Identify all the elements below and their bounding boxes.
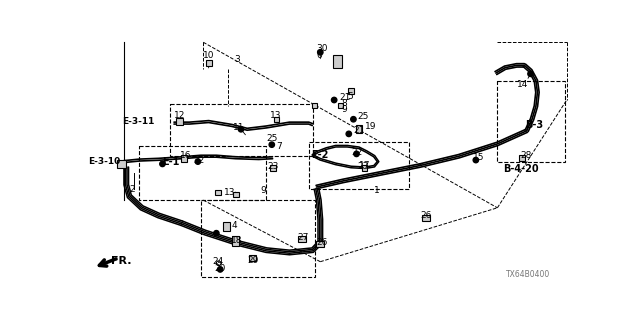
Text: 16: 16: [180, 151, 191, 160]
Bar: [308, 142, 409, 188]
Text: 12: 12: [174, 111, 186, 120]
Circle shape: [269, 142, 275, 147]
Text: E-2: E-2: [311, 150, 328, 160]
Text: 6: 6: [316, 51, 322, 60]
Text: 21: 21: [340, 93, 351, 102]
Text: 10: 10: [204, 51, 215, 60]
Bar: [140, 146, 266, 200]
Text: 20: 20: [214, 264, 225, 273]
Circle shape: [473, 157, 479, 163]
Circle shape: [317, 50, 323, 55]
Bar: [117, 160, 126, 168]
Bar: [250, 255, 255, 261]
Circle shape: [351, 116, 356, 122]
Text: 2: 2: [129, 185, 135, 194]
Text: 14: 14: [516, 80, 528, 89]
Text: 7: 7: [276, 142, 282, 151]
Circle shape: [346, 131, 351, 137]
Text: 28: 28: [520, 151, 532, 160]
Text: 17: 17: [359, 161, 371, 170]
Text: 9: 9: [342, 105, 348, 114]
Circle shape: [214, 230, 219, 236]
Text: 4: 4: [232, 221, 237, 230]
Bar: [333, 55, 342, 68]
Text: B-3: B-3: [525, 120, 543, 130]
Text: 5: 5: [348, 92, 353, 101]
Bar: [175, 118, 183, 124]
Bar: [223, 222, 230, 231]
Text: 19: 19: [365, 123, 376, 132]
Circle shape: [238, 127, 244, 132]
Text: 27: 27: [297, 233, 308, 242]
Bar: [362, 165, 367, 171]
Text: B-4-20: B-4-20: [504, 164, 539, 174]
Text: 26: 26: [420, 211, 432, 220]
Circle shape: [195, 159, 200, 164]
Circle shape: [528, 71, 533, 76]
Text: 11: 11: [232, 123, 244, 132]
Text: E-1: E-1: [162, 156, 179, 167]
Text: E-3-10: E-3-10: [88, 157, 120, 166]
Text: 13: 13: [224, 188, 236, 197]
Bar: [234, 192, 239, 197]
Bar: [316, 241, 324, 247]
Text: 1: 1: [374, 186, 380, 195]
Bar: [298, 236, 306, 242]
Text: 22: 22: [193, 156, 205, 164]
Bar: [519, 155, 525, 161]
Text: 13: 13: [270, 111, 282, 120]
Bar: [270, 165, 276, 171]
Text: E-3-11: E-3-11: [122, 117, 155, 126]
Text: 18: 18: [231, 236, 243, 245]
Bar: [215, 190, 221, 196]
Bar: [170, 104, 312, 156]
Bar: [205, 60, 212, 66]
Text: 24: 24: [212, 257, 224, 266]
Bar: [422, 215, 429, 221]
Text: 23: 23: [357, 162, 369, 171]
Circle shape: [332, 97, 337, 103]
Bar: [356, 125, 362, 133]
Text: 15: 15: [473, 153, 484, 162]
Bar: [312, 103, 317, 108]
Bar: [338, 103, 344, 108]
Circle shape: [218, 267, 223, 272]
Bar: [497, 81, 565, 162]
Bar: [201, 200, 315, 277]
Circle shape: [216, 261, 221, 266]
Text: 9: 9: [260, 186, 266, 195]
Bar: [181, 156, 187, 162]
Text: 29: 29: [247, 256, 259, 265]
Text: 26: 26: [316, 238, 328, 247]
Text: 23: 23: [267, 162, 278, 171]
Text: 3: 3: [234, 55, 240, 64]
Circle shape: [160, 161, 165, 167]
Text: TX64B0400: TX64B0400: [506, 270, 550, 279]
Text: 22: 22: [351, 148, 362, 157]
Text: 21: 21: [353, 126, 365, 135]
Text: 30: 30: [316, 44, 328, 53]
Text: 25: 25: [357, 112, 369, 121]
Bar: [274, 117, 280, 122]
Bar: [348, 88, 354, 94]
Text: 8: 8: [342, 99, 348, 108]
Bar: [232, 236, 239, 245]
Text: 25: 25: [266, 134, 278, 143]
Circle shape: [354, 151, 359, 156]
Text: FR.: FR.: [111, 256, 131, 266]
